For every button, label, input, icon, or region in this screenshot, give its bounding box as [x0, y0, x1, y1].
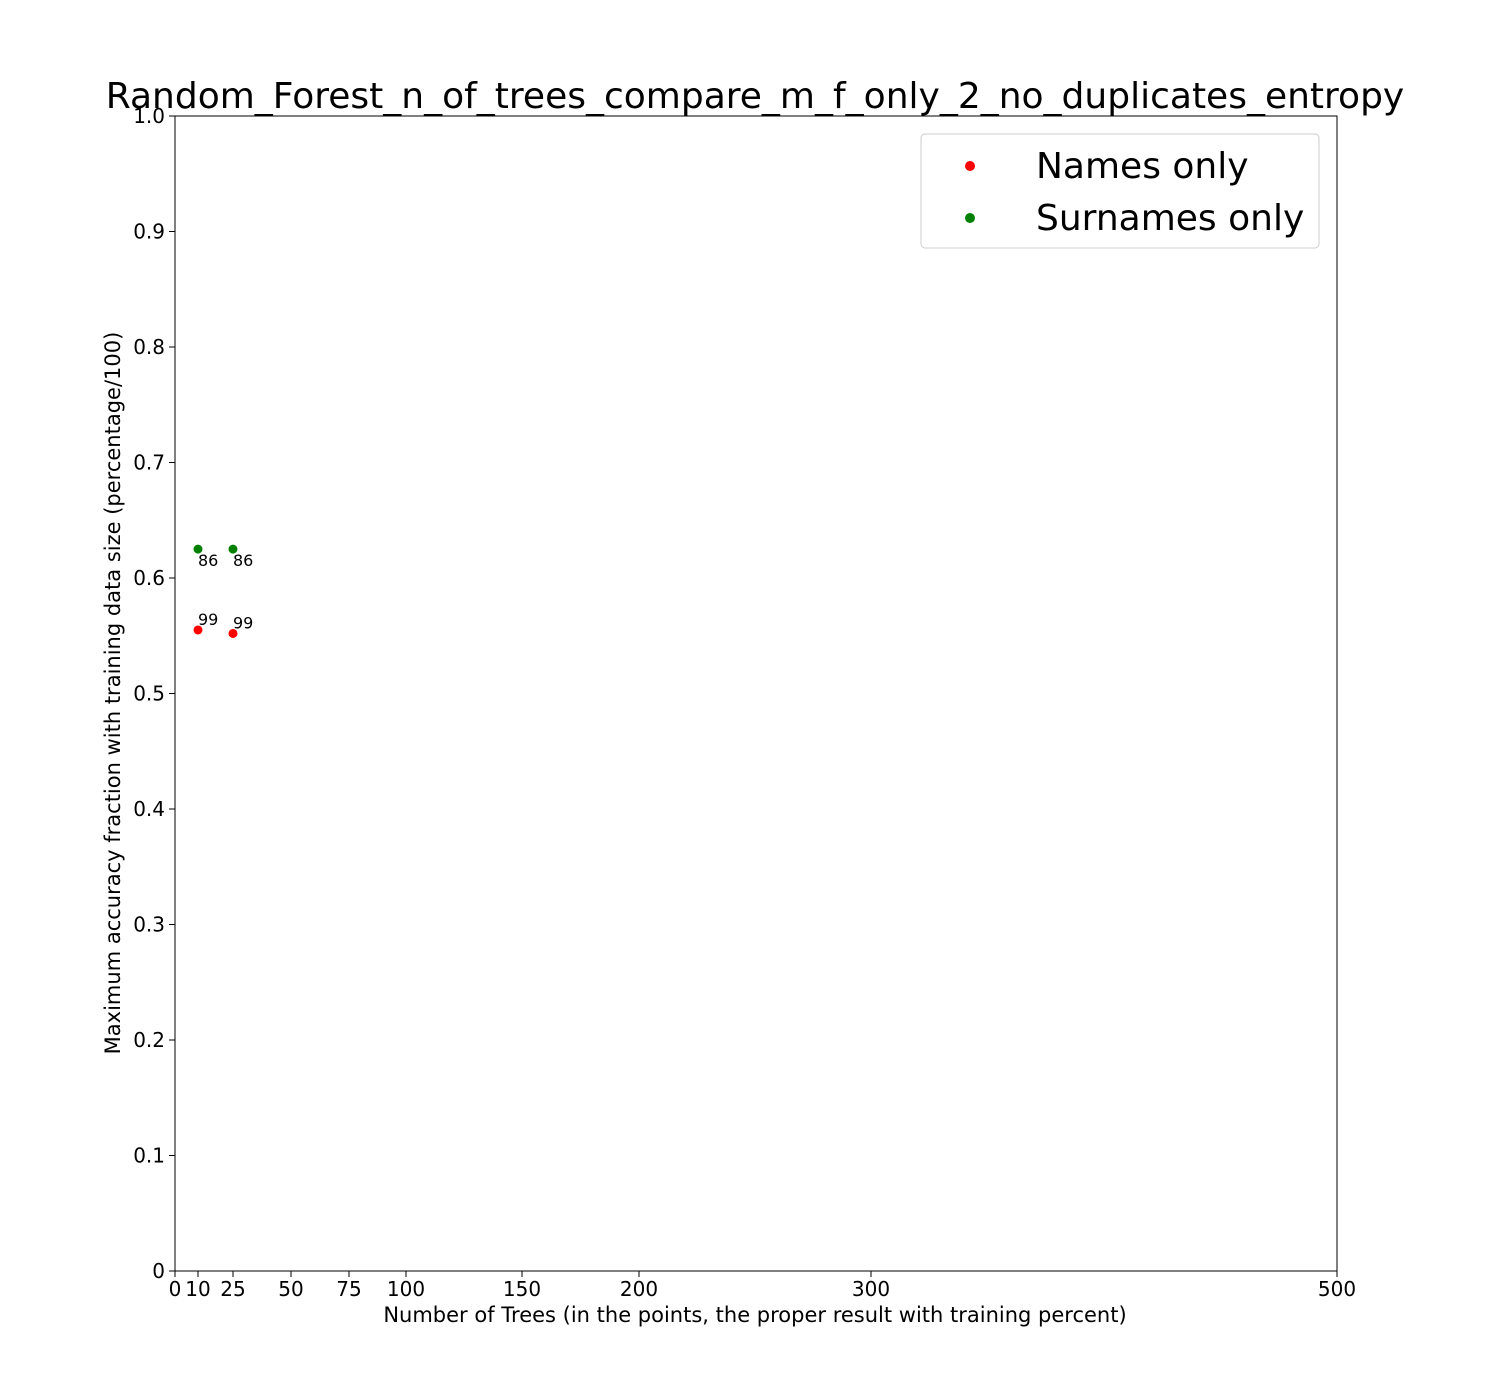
chart-title: Random_Forest_n_of_trees_compare_m_f_onl… — [106, 76, 1404, 117]
legend: Names only Surnames only — [920, 133, 1320, 249]
plot-frame — [174, 115, 1338, 1272]
y-axis-label: Maximum accuracy fraction with training … — [101, 332, 125, 1055]
legend-label: Names only — [1036, 146, 1249, 187]
x-tick-label: 25 — [220, 1277, 245, 1301]
y-tick-label: 0.4 — [133, 797, 165, 821]
point-label: 86 — [198, 551, 218, 570]
x-tick-label: 500 — [1318, 1277, 1356, 1301]
data-point — [228, 544, 238, 554]
data-point — [193, 544, 203, 554]
point-label: 99 — [198, 610, 218, 629]
y-tick-label: 0.9 — [133, 220, 165, 244]
y-tick-label: 0.5 — [133, 682, 165, 706]
y-tick-label: 0.6 — [133, 566, 165, 590]
y-tick-label: 0.1 — [133, 1144, 165, 1168]
x-tick-label: 10 — [185, 1277, 210, 1301]
y-tick-label: 1.0 — [133, 104, 165, 128]
y-tick-label: 0 — [152, 1259, 165, 1283]
data-point — [193, 625, 203, 635]
y-tick-label: 0.3 — [133, 913, 165, 937]
x-tick-label: 300 — [852, 1277, 890, 1301]
x-tick-label: 50 — [278, 1277, 303, 1301]
data-point — [228, 628, 238, 638]
y-tick-label: 0.2 — [133, 1028, 165, 1052]
y-tick-label: 0.8 — [133, 335, 165, 359]
x-tick-label: 100 — [387, 1277, 425, 1301]
y-tick-label: 0.7 — [133, 451, 165, 475]
x-tick-label: 150 — [503, 1277, 541, 1301]
x-axis-label: Number of Trees (in the points, the prop… — [383, 1303, 1126, 1327]
x-tick-label: 200 — [620, 1277, 658, 1301]
legend-label: Surnames only — [1036, 198, 1304, 239]
legend-box — [920, 133, 1320, 249]
legend-marker — [965, 161, 975, 171]
point-label: 99 — [233, 613, 253, 632]
point-label: 86 — [233, 551, 253, 570]
plot-area: 0 10 25 50 75 100 150 200 300 50000.10.20.30.40.5… — [133, 104, 1356, 1301]
legend-marker — [965, 213, 975, 223]
x-tick-label: 0 — [169, 1277, 182, 1301]
x-tick-label: 75 — [336, 1277, 361, 1301]
